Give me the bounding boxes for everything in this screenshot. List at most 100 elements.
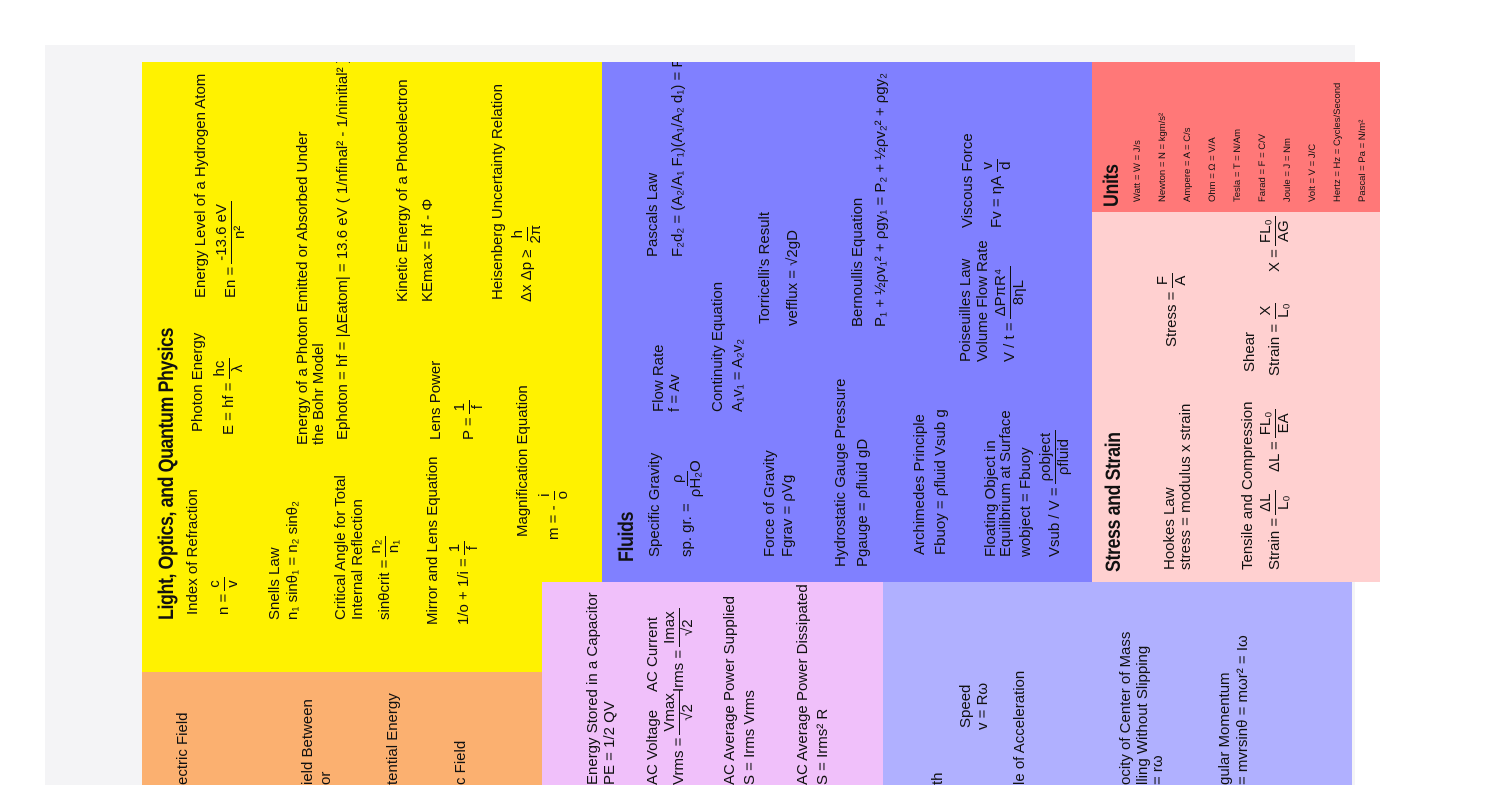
formula-heading: Kinetic Energy of a Photoelectron bbox=[394, 79, 411, 302]
formula: F₂d₂ = (A₂/A₁ F₁)(A₁/A₂ d₁) = F₁d₁ bbox=[669, 62, 686, 257]
formula-heading: Energy Stored in a Capacitor bbox=[584, 592, 601, 785]
numerator: -13.6 eV bbox=[213, 201, 232, 264]
formula-heading: Archimedes Principle bbox=[911, 414, 928, 555]
formula: Irms = Imax √2 bbox=[661, 605, 696, 692]
formula-heading: Internal Reflection bbox=[349, 499, 366, 620]
formula-heading: Force of Gravity bbox=[761, 450, 778, 557]
denominator: d bbox=[996, 161, 1014, 170]
numerator: hc bbox=[211, 357, 230, 380]
fraction: ρobject ρfluid bbox=[1037, 429, 1072, 485]
formula-heading: the Bohr Model bbox=[310, 343, 327, 445]
formula-heading: Torricelli's Result bbox=[756, 211, 773, 324]
denominator: 2π bbox=[526, 224, 544, 244]
fraction: Imax √2 bbox=[661, 608, 696, 647]
formula: sp. gr. = ρ ρH₂O bbox=[669, 454, 704, 557]
formula-heading: tential Energy bbox=[384, 693, 401, 785]
formula: S = Irms Vrms bbox=[741, 690, 758, 785]
fraction: FL₀ EA bbox=[1257, 408, 1292, 439]
formula: Δx Δp ≥ h 2π bbox=[509, 219, 544, 302]
formula-lhs: Stress = bbox=[1162, 291, 1180, 347]
fraction: X L₀ bbox=[1257, 300, 1292, 321]
numerator: FL₀ bbox=[1257, 216, 1276, 247]
numerator: FL₀ bbox=[1257, 408, 1276, 439]
formula-lhs: 1/o + 1/i = bbox=[454, 558, 472, 625]
formula-lhs: Δx Δp ≥ bbox=[517, 249, 535, 302]
formula: P = 1 f bbox=[451, 397, 486, 440]
formula-lhs: P = bbox=[459, 417, 477, 440]
numerator: c bbox=[206, 577, 225, 591]
formula: Vsub / V = ρobject ρfluid bbox=[1037, 427, 1072, 557]
denominator: ρH₂O bbox=[686, 460, 704, 498]
unit-definition: Farad = F = C/V bbox=[1257, 133, 1268, 202]
formula-heading: Snells Law bbox=[266, 547, 283, 620]
formula-heading: AC Average Power Dissipated bbox=[794, 584, 811, 785]
formula-heading: ectric Field bbox=[174, 712, 191, 785]
denominator: n₁ bbox=[384, 539, 402, 554]
unit-definition: Joule = J = Nm bbox=[1282, 138, 1293, 202]
numerator: F bbox=[1154, 272, 1173, 289]
formula-heading: Magnification Equation bbox=[514, 385, 531, 537]
formula-lhs: Fv = ηA bbox=[987, 175, 1005, 228]
formula: Fgrav = ρVg bbox=[779, 474, 796, 557]
formula-heading: Lens Power bbox=[427, 360, 444, 440]
formula: Vrms = Vmax √2 bbox=[661, 687, 696, 785]
section-stress: Stress and Strain Hookes Law stress = modu… bbox=[1092, 212, 1380, 582]
formula-lhs: V / t = bbox=[1000, 322, 1018, 362]
section-fluids: Fluids Specific Gravity sp. gr. = ρ ρH₂O Forc… bbox=[602, 62, 1092, 582]
numerator: Vmax bbox=[661, 690, 680, 735]
fraction: ΔL L₀ bbox=[1257, 490, 1292, 515]
fraction: -13.6 eV n² bbox=[213, 201, 248, 264]
numerator: ΔPπR⁴ bbox=[992, 265, 1011, 320]
formula-heading: Photon Energy bbox=[189, 332, 206, 432]
formula: = rω bbox=[1149, 755, 1166, 785]
formula-heading: Equilibrium at Surface bbox=[997, 410, 1014, 557]
formula-heading: Shear bbox=[1241, 331, 1258, 372]
formula-lhs: n = bbox=[214, 593, 232, 615]
formula: n₁ sinθ₁ = n₂ sinθ₂ bbox=[284, 501, 301, 620]
numerator: h bbox=[509, 227, 528, 242]
formula-heading: Poiseuilles Law bbox=[957, 258, 974, 362]
formula-heading: Specific Gravity bbox=[646, 452, 663, 557]
formula-heading: Speed bbox=[957, 684, 974, 728]
formula-lhs: ΔL = bbox=[1265, 441, 1283, 472]
section-title: Units bbox=[1100, 164, 1123, 208]
unit-definition: Watt = W = J/s bbox=[1132, 140, 1143, 202]
formula-lhs: sp. gr. = bbox=[677, 503, 695, 557]
fraction: h 2π bbox=[509, 222, 544, 247]
numerator: 1 bbox=[446, 540, 465, 556]
fraction: Vmax √2 bbox=[661, 690, 696, 735]
unit-definition: Volt = V = J/C bbox=[1307, 143, 1318, 202]
section-circuits: Energy Stored in a Capacitor PE = 1/2 QV A… bbox=[542, 582, 883, 785]
formula: ΔL = FL₀ EA bbox=[1257, 406, 1292, 472]
formula: Fv = ηA v d bbox=[979, 156, 1014, 228]
formula-heading: AC Voltage bbox=[644, 709, 661, 785]
formula: stress = modulus x strain bbox=[1177, 403, 1194, 570]
formula-heading: Hydrostatic Gauge Pressure bbox=[832, 378, 849, 567]
denominator: √2 bbox=[678, 619, 696, 636]
section-electric: ectric Field ield Between or tential Energy… bbox=[142, 672, 542, 785]
formula-heading: Continuity Equation bbox=[709, 281, 726, 412]
numerator: v bbox=[979, 158, 998, 173]
formula: Fbuoy = ρfluid Vsub g bbox=[932, 409, 949, 555]
fraction: n₂ n₁ bbox=[367, 536, 402, 557]
numerator: ρobject bbox=[1037, 429, 1056, 485]
formula: Strain = ΔL L₀ bbox=[1257, 488, 1292, 570]
denominator: f bbox=[468, 405, 486, 410]
formula-heading: AC Current bbox=[644, 616, 661, 692]
formula: vefflux = √2gD bbox=[784, 230, 801, 326]
formula: 1/o + 1/i = 1 f bbox=[446, 538, 481, 625]
formula-lhs: Strain = bbox=[1265, 323, 1283, 376]
denominator: λ bbox=[228, 364, 246, 373]
formula: n = c v bbox=[206, 574, 241, 615]
unit-definition: Pascal = Pa = N/m² bbox=[1357, 119, 1368, 202]
numerator: X bbox=[1257, 302, 1276, 319]
formula: P₁ + ½ρv₁² + ρgy₁ = P₂ + ½ρv₂² + ρgy₂ bbox=[872, 73, 889, 327]
denominator: o bbox=[553, 491, 571, 500]
formula-heading: Volume Flow Rate bbox=[974, 240, 991, 362]
denominator: AG bbox=[1274, 220, 1292, 243]
denominator: EA bbox=[1274, 413, 1292, 434]
